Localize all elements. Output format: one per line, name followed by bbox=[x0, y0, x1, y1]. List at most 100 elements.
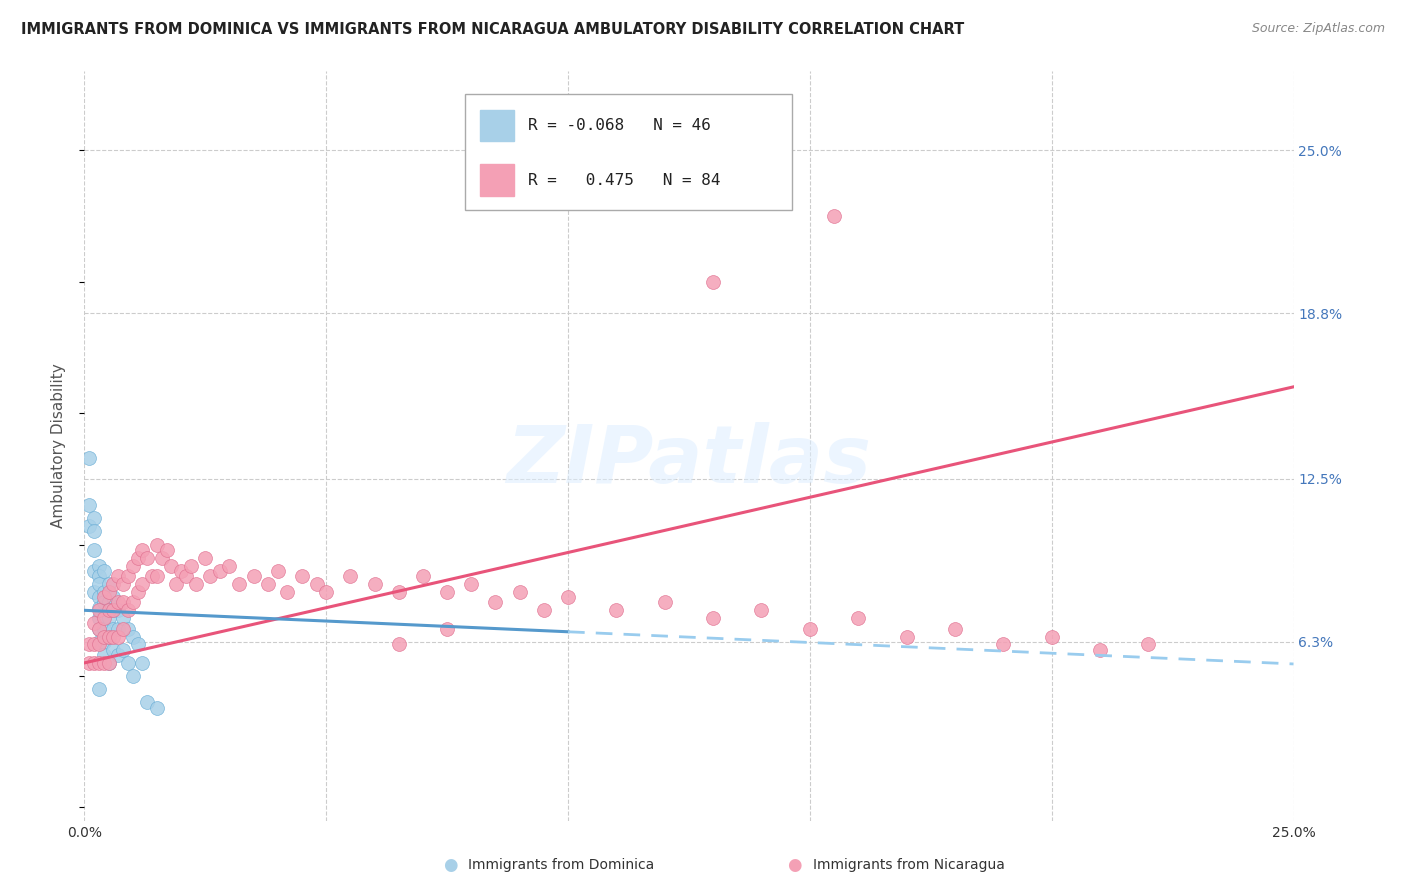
Text: ZIPatlas: ZIPatlas bbox=[506, 422, 872, 500]
Point bbox=[127, 550, 149, 565]
Point bbox=[436, 622, 458, 636]
Point bbox=[315, 585, 337, 599]
Bar bbox=[479, 110, 513, 141]
Point bbox=[509, 585, 531, 599]
Point bbox=[97, 585, 120, 599]
Point bbox=[305, 577, 328, 591]
Point bbox=[97, 577, 120, 591]
Point bbox=[93, 611, 115, 625]
Point bbox=[363, 577, 385, 591]
Point bbox=[276, 585, 298, 599]
Point bbox=[93, 656, 115, 670]
Point bbox=[150, 550, 173, 565]
Text: ●: ● bbox=[443, 856, 457, 874]
Point bbox=[103, 590, 125, 604]
Point bbox=[103, 603, 125, 617]
Y-axis label: Ambulatory Disability: Ambulatory Disability bbox=[51, 364, 66, 528]
Point bbox=[112, 595, 135, 609]
Point bbox=[107, 648, 129, 662]
Point bbox=[460, 577, 482, 591]
Point bbox=[97, 630, 120, 644]
Point bbox=[702, 611, 724, 625]
Point bbox=[93, 595, 115, 609]
Point bbox=[388, 585, 411, 599]
Point bbox=[1040, 630, 1063, 644]
Point bbox=[184, 577, 207, 591]
Point bbox=[155, 542, 177, 557]
Point bbox=[87, 603, 110, 617]
Point bbox=[208, 564, 231, 578]
Point bbox=[87, 558, 110, 573]
Text: IMMIGRANTS FROM DOMINICA VS IMMIGRANTS FROM NICARAGUA AMBULATORY DISABILITY CORR: IMMIGRANTS FROM DOMINICA VS IMMIGRANTS F… bbox=[21, 22, 965, 37]
Point bbox=[107, 603, 129, 617]
Point bbox=[127, 638, 149, 652]
Bar bbox=[479, 164, 513, 195]
Text: ●: ● bbox=[787, 856, 801, 874]
Point bbox=[121, 630, 143, 644]
Point bbox=[291, 569, 314, 583]
Point bbox=[93, 622, 115, 636]
Point bbox=[87, 682, 110, 697]
Point bbox=[93, 564, 115, 578]
Point bbox=[87, 622, 110, 636]
Point bbox=[87, 600, 110, 615]
Point bbox=[97, 630, 120, 644]
Point bbox=[141, 569, 163, 583]
Point bbox=[93, 585, 115, 599]
Point bbox=[77, 638, 100, 652]
Point bbox=[117, 569, 139, 583]
Point bbox=[799, 622, 821, 636]
Point bbox=[1137, 638, 1160, 652]
Point bbox=[165, 577, 187, 591]
Point bbox=[103, 630, 125, 644]
Point bbox=[654, 595, 676, 609]
Text: Immigrants from Dominica: Immigrants from Dominica bbox=[468, 858, 654, 872]
Point bbox=[846, 611, 869, 625]
Point bbox=[83, 524, 105, 539]
Point bbox=[107, 595, 129, 609]
Point bbox=[702, 275, 724, 289]
Point bbox=[484, 595, 506, 609]
Point bbox=[97, 656, 120, 670]
Point bbox=[257, 577, 280, 591]
FancyBboxPatch shape bbox=[465, 94, 792, 210]
Text: R = -0.068   N = 46: R = -0.068 N = 46 bbox=[529, 118, 711, 133]
Point bbox=[87, 656, 110, 670]
Point bbox=[127, 585, 149, 599]
Point bbox=[83, 616, 105, 631]
Point bbox=[605, 603, 627, 617]
Text: Immigrants from Nicaragua: Immigrants from Nicaragua bbox=[813, 858, 1004, 872]
Point bbox=[87, 569, 110, 583]
Point bbox=[107, 630, 129, 644]
Point bbox=[93, 590, 115, 604]
Point bbox=[87, 638, 110, 652]
Point bbox=[136, 695, 159, 709]
Point bbox=[131, 542, 153, 557]
Point bbox=[112, 622, 135, 636]
Point bbox=[83, 542, 105, 557]
Point bbox=[267, 564, 290, 578]
Point bbox=[112, 577, 135, 591]
Point bbox=[112, 642, 135, 657]
Point bbox=[146, 538, 169, 552]
Point bbox=[228, 577, 250, 591]
Point bbox=[93, 648, 115, 662]
Point bbox=[751, 603, 773, 617]
Point bbox=[180, 558, 202, 573]
Point bbox=[112, 611, 135, 625]
Point bbox=[131, 577, 153, 591]
Point bbox=[198, 569, 221, 583]
Point bbox=[146, 569, 169, 583]
Point bbox=[97, 611, 120, 625]
Point bbox=[136, 550, 159, 565]
Point bbox=[943, 622, 966, 636]
Point bbox=[87, 611, 110, 625]
Point bbox=[97, 603, 120, 617]
Point bbox=[107, 569, 129, 583]
Point bbox=[557, 590, 579, 604]
Point bbox=[103, 577, 125, 591]
Point bbox=[87, 590, 110, 604]
Point bbox=[83, 656, 105, 670]
Point bbox=[83, 564, 105, 578]
Point bbox=[131, 656, 153, 670]
